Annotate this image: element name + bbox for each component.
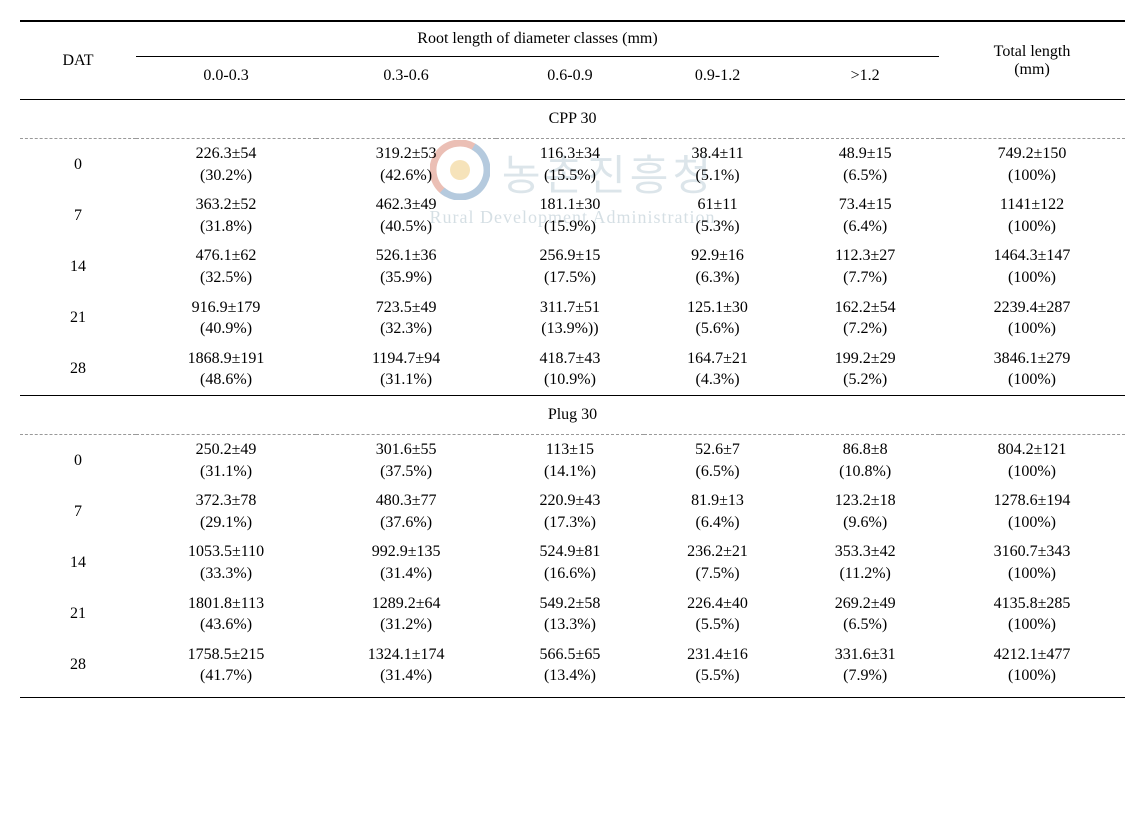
section-header: CPP 30 — [20, 100, 1125, 139]
value-cell: 331.6±31(7.9%) — [791, 640, 939, 698]
value-cell: 3160.7±343(100%) — [939, 537, 1125, 588]
value-cell: 3846.1±279(100%) — [939, 344, 1125, 396]
value-cell: 1053.5±110(33.3%) — [136, 537, 316, 588]
value-cell: 549.2±58(13.3%) — [496, 589, 644, 640]
value-cell: 123.2±18(9.6%) — [791, 486, 939, 537]
value-cell: 256.9±15(17.5%) — [496, 241, 644, 292]
value-cell: 236.2±21(7.5%) — [644, 537, 792, 588]
table-body: CPP 300226.3±54(30.2%)319.2±53(42.6%)116… — [20, 100, 1125, 698]
value-cell: 1801.8±113(43.6%) — [136, 589, 316, 640]
value-cell: 526.1±36(35.9%) — [316, 241, 496, 292]
value-cell: 804.2±121(100%) — [939, 434, 1125, 486]
value-cell: 524.9±81(16.6%) — [496, 537, 644, 588]
value-cell: 1278.6±194(100%) — [939, 486, 1125, 537]
dat-cell: 14 — [20, 537, 136, 588]
table-header: DAT Root length of diameter classes (mm)… — [20, 21, 1125, 100]
value-cell: 73.4±15(6.4%) — [791, 190, 939, 241]
value-cell: 749.2±150(100%) — [939, 139, 1125, 191]
header-class-2: 0.6-0.9 — [496, 57, 644, 100]
value-cell: 116.3±34(15.5%) — [496, 139, 644, 191]
value-cell: 480.3±77(37.6%) — [316, 486, 496, 537]
value-cell: 250.2±49(31.1%) — [136, 434, 316, 486]
value-cell: 566.5±65(13.4%) — [496, 640, 644, 698]
header-root-length: Root length of diameter classes (mm) — [136, 21, 939, 57]
dat-cell: 21 — [20, 589, 136, 640]
value-cell: 476.1±62(32.5%) — [136, 241, 316, 292]
value-cell: 52.6±7(6.5%) — [644, 434, 792, 486]
value-cell: 48.9±15(6.5%) — [791, 139, 939, 191]
value-cell: 81.9±13(6.4%) — [644, 486, 792, 537]
dat-cell: 7 — [20, 486, 136, 537]
value-cell: 2239.4±287(100%) — [939, 293, 1125, 344]
value-cell: 1758.5±215(41.7%) — [136, 640, 316, 698]
value-cell: 92.9±16(6.3%) — [644, 241, 792, 292]
value-cell: 86.8±8(10.8%) — [791, 434, 939, 486]
value-cell: 372.3±78(29.1%) — [136, 486, 316, 537]
value-cell: 916.9±179(40.9%) — [136, 293, 316, 344]
value-cell: 1194.7±94(31.1%) — [316, 344, 496, 396]
value-cell: 4135.8±285(100%) — [939, 589, 1125, 640]
value-cell: 319.2±53(42.6%) — [316, 139, 496, 191]
header-dat: DAT — [20, 21, 136, 100]
header-total-label: Total length — [994, 43, 1071, 60]
value-cell: 363.2±52(31.8%) — [136, 190, 316, 241]
value-cell: 4212.1±477(100%) — [939, 640, 1125, 698]
value-cell: 1868.9±191(48.6%) — [136, 344, 316, 396]
dat-cell: 0 — [20, 139, 136, 191]
value-cell: 125.1±30(5.6%) — [644, 293, 792, 344]
value-cell: 164.7±21(4.3%) — [644, 344, 792, 396]
value-cell: 311.7±51(13.9%)) — [496, 293, 644, 344]
header-class-0: 0.0-0.3 — [136, 57, 316, 100]
data-table: DAT Root length of diameter classes (mm)… — [20, 20, 1125, 698]
value-cell: 1289.2±64(31.2%) — [316, 589, 496, 640]
value-cell: 61±11(5.3%) — [644, 190, 792, 241]
dat-cell: 7 — [20, 190, 136, 241]
dat-cell: 28 — [20, 344, 136, 396]
value-cell: 418.7±43(10.9%) — [496, 344, 644, 396]
section-header: Plug 30 — [20, 395, 1125, 434]
value-cell: 1141±122(100%) — [939, 190, 1125, 241]
value-cell: 1464.3±147(100%) — [939, 241, 1125, 292]
value-cell: 181.1±30(15.9%) — [496, 190, 644, 241]
value-cell: 199.2±29(5.2%) — [791, 344, 939, 396]
value-cell: 1324.1±174(31.4%) — [316, 640, 496, 698]
value-cell: 38.4±11(5.1%) — [644, 139, 792, 191]
value-cell: 269.2±49(6.5%) — [791, 589, 939, 640]
value-cell: 220.9±43(17.3%) — [496, 486, 644, 537]
value-cell: 226.3±54(30.2%) — [136, 139, 316, 191]
header-class-3: 0.9-1.2 — [644, 57, 792, 100]
value-cell: 723.5±49(32.3%) — [316, 293, 496, 344]
value-cell: 226.4±40(5.5%) — [644, 589, 792, 640]
header-total: Total length (mm) — [939, 21, 1125, 100]
dat-cell: 14 — [20, 241, 136, 292]
dat-cell: 0 — [20, 434, 136, 486]
value-cell: 113±15(14.1%) — [496, 434, 644, 486]
value-cell: 112.3±27(7.7%) — [791, 241, 939, 292]
value-cell: 301.6±55(37.5%) — [316, 434, 496, 486]
value-cell: 162.2±54(7.2%) — [791, 293, 939, 344]
header-class-1: 0.3-0.6 — [316, 57, 496, 100]
value-cell: 231.4±16(5.5%) — [644, 640, 792, 698]
header-class-4: >1.2 — [791, 57, 939, 100]
dat-cell: 28 — [20, 640, 136, 698]
value-cell: 992.9±135(31.4%) — [316, 537, 496, 588]
header-total-unit: (mm) — [1014, 61, 1050, 78]
dat-cell: 21 — [20, 293, 136, 344]
value-cell: 353.3±42(11.2%) — [791, 537, 939, 588]
value-cell: 462.3±49(40.5%) — [316, 190, 496, 241]
